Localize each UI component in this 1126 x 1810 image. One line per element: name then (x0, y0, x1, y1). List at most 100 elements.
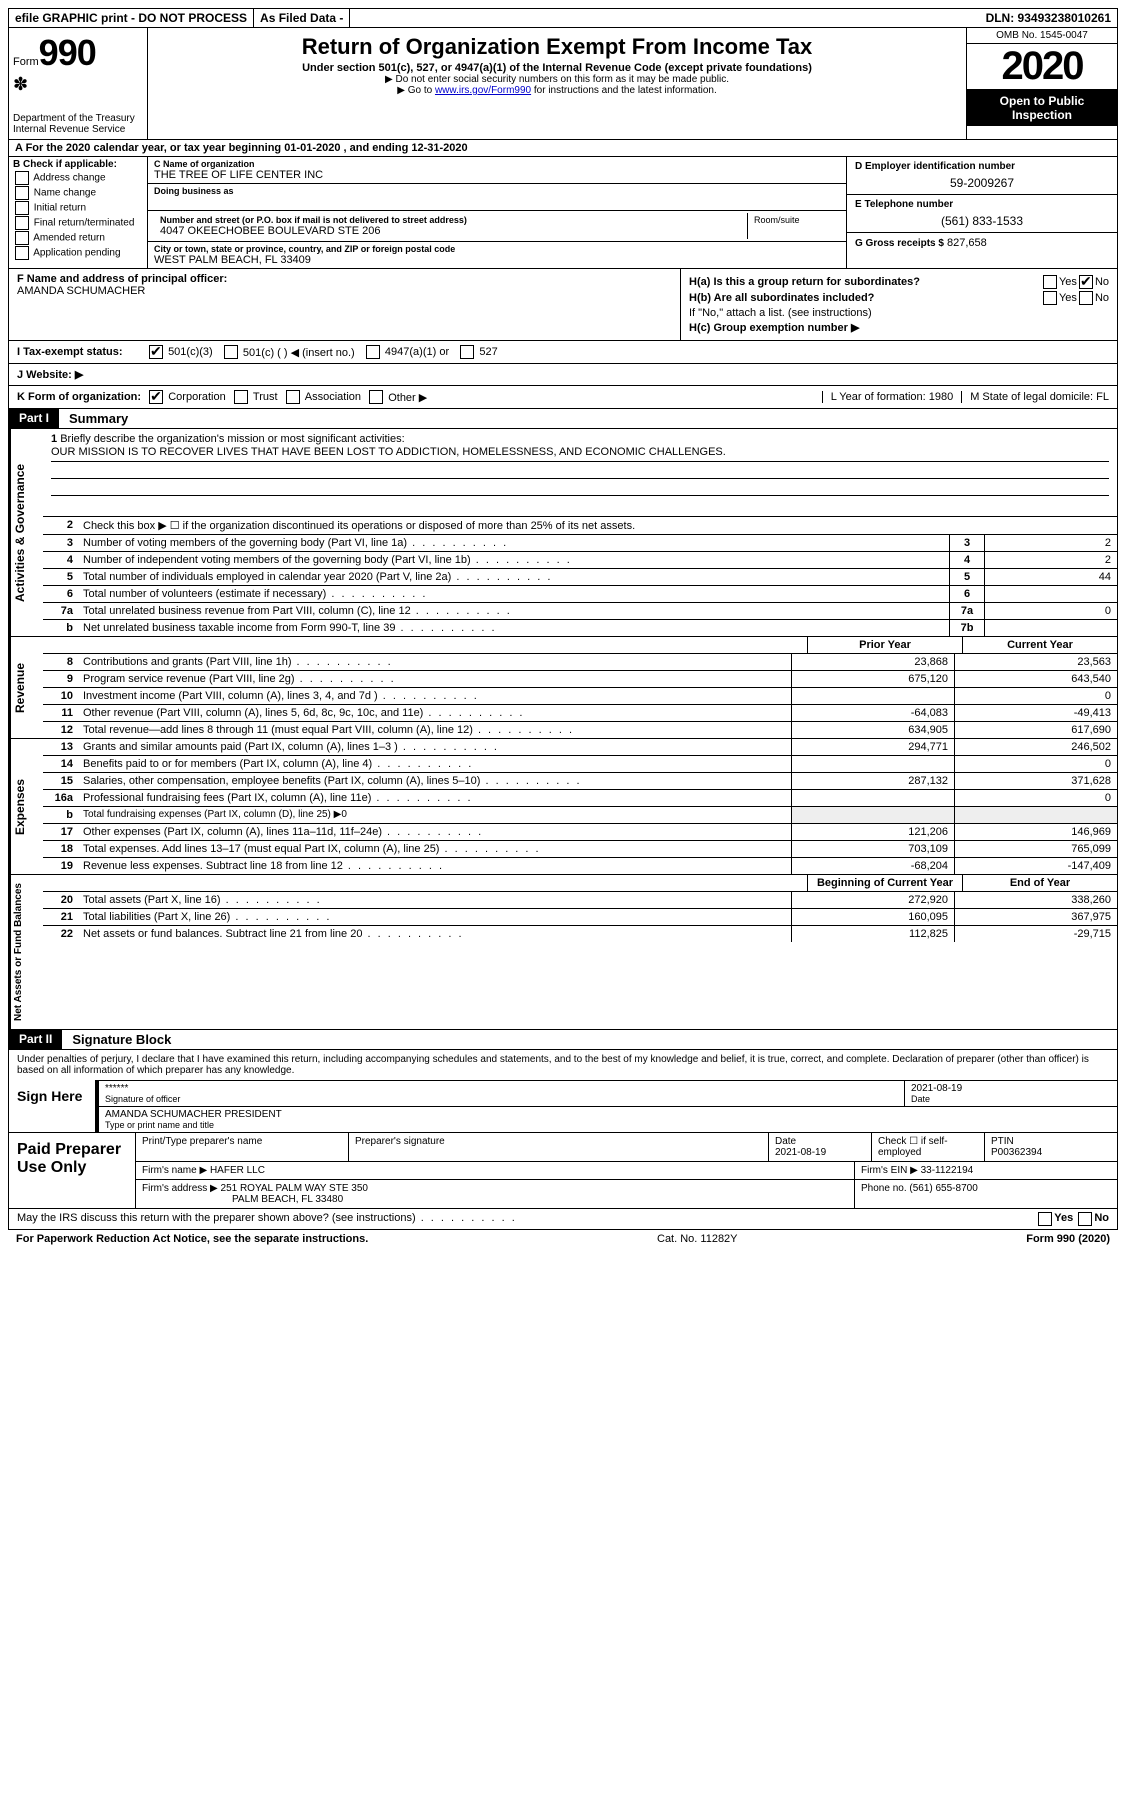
tax-year: 2020 (967, 44, 1117, 89)
netasset-line: 22Net assets or fund balances. Subtract … (43, 926, 1117, 942)
omb-number: OMB No. 1545-0047 (967, 28, 1117, 44)
check-name-change[interactable]: Name change (13, 186, 143, 200)
officer-name: AMANDA SCHUMACHER (17, 285, 672, 297)
part2-header: Part II Signature Block (8, 1030, 1118, 1050)
officer-label: F Name and address of principal officer: (17, 273, 672, 285)
section-expenses: Expenses 13Grants and similar amounts pa… (8, 739, 1118, 875)
form-number: 990 (39, 32, 96, 73)
footer-discuss: May the IRS discuss this return with the… (8, 1209, 1118, 1230)
form-subtitle: Under section 501(c), 527, or 4947(a)(1)… (152, 62, 962, 74)
expense-line: 14Benefits paid to or for members (Part … (43, 756, 1117, 773)
row-i: I Tax-exempt status: 501(c)(3) 501(c) ( … (8, 341, 1118, 364)
vtab-expenses: Expenses (9, 739, 43, 874)
irs-link[interactable]: www.irs.gov/Form990 (435, 85, 531, 96)
dln: DLN: 93493238010261 (980, 9, 1117, 27)
check-address-change[interactable]: Address change (13, 171, 143, 185)
col-f: F Name and address of principal officer:… (9, 269, 681, 340)
self-employed-check: Check ☐ if self-employed (872, 1133, 985, 1161)
hb-yes-check[interactable] (1043, 291, 1057, 305)
expense-line: bTotal fundraising expenses (Part IX, co… (43, 807, 1117, 824)
perjury-declaration: Under penalties of perjury, I declare th… (9, 1050, 1117, 1080)
sig-date: 2021-08-19 (911, 1083, 1111, 1094)
expense-line: 19Revenue less expenses. Subtract line 1… (43, 858, 1117, 874)
ptin-value: P00362394 (991, 1147, 1042, 1158)
hb-no-check[interactable] (1079, 291, 1093, 305)
check-4947[interactable] (366, 345, 380, 359)
ein-label: D Employer identification number (855, 161, 1109, 172)
ptin-label: PTIN (991, 1136, 1014, 1147)
check-501c[interactable] (224, 345, 238, 359)
street-label: Number and street (or P.O. box if mail i… (160, 215, 741, 225)
discuss-no[interactable] (1078, 1212, 1092, 1226)
col-de: D Employer identification number 59-2009… (846, 157, 1117, 268)
part2-title: Signature Block (62, 1030, 181, 1049)
firm-name: Firm's name ▶ HAFER LLC (136, 1162, 855, 1179)
check-application-pending[interactable]: Application pending (13, 246, 143, 260)
sig-placeholder: ****** (105, 1083, 898, 1094)
cat-no: Cat. No. 11282Y (368, 1233, 1026, 1245)
check-527[interactable] (460, 345, 474, 359)
form-ref: Form 990 (2020) (1026, 1233, 1110, 1245)
netasset-line: 20Total assets (Part X, line 16)272,9203… (43, 892, 1117, 909)
ha-label: H(a) Is this a group return for subordin… (689, 276, 920, 288)
col-h: H(a) Is this a group return for subordin… (681, 269, 1117, 340)
col-b: B Check if applicable: Address change Na… (9, 157, 148, 268)
form-title: Return of Organization Exempt From Incom… (152, 34, 962, 60)
check-trust[interactable] (234, 390, 248, 404)
city-value: WEST PALM BEACH, FL 33409 (154, 254, 840, 266)
check-other[interactable] (369, 390, 383, 404)
check-amended-return[interactable]: Amended return (13, 231, 143, 245)
head-prior-year: Prior Year (807, 637, 962, 653)
room-suite-label: Room/suite (748, 213, 840, 239)
vtab-revenue: Revenue (9, 637, 43, 738)
summary-line: bNet unrelated business taxable income f… (43, 620, 1117, 636)
check-assoc[interactable] (286, 390, 300, 404)
head-beginning: Beginning of Current Year (807, 875, 962, 891)
expense-line: 15Salaries, other compensation, employee… (43, 773, 1117, 790)
top-bar: efile GRAPHIC print - DO NOT PROCESS As … (8, 8, 1118, 28)
mission-text: OUR MISSION IS TO RECOVER LIVES THAT HAV… (51, 445, 1109, 462)
form-org-label: K Form of organization: (17, 391, 141, 403)
paperwork-notice: For Paperwork Reduction Act Notice, see … (16, 1233, 368, 1245)
check-501c3[interactable] (149, 345, 163, 359)
form-label: Form (13, 56, 39, 68)
discuss-question: May the IRS discuss this return with the… (17, 1212, 1036, 1226)
head-end: End of Year (962, 875, 1117, 891)
summary-line: 6Total number of volunteers (estimate if… (43, 586, 1117, 603)
form-header: Form990 ✽ Department of the Treasury Int… (8, 28, 1118, 140)
efile-notice: efile GRAPHIC print - DO NOT PROCESS (9, 9, 254, 27)
row-j: J Website: ▶ (8, 364, 1118, 386)
gross-label: G Gross receipts $ (855, 238, 944, 249)
col-c: C Name of organization THE TREE OF LIFE … (148, 157, 846, 268)
ha-no-check[interactable] (1079, 275, 1093, 289)
org-name-label: C Name of organization (154, 159, 840, 169)
part1-title: Summary (59, 409, 138, 428)
mission-block: 1 Briefly describe the organization's mi… (43, 429, 1117, 517)
signature-block: Under penalties of perjury, I declare th… (8, 1050, 1118, 1133)
firm-phone: Phone no. (561) 655-8700 (855, 1180, 1117, 1208)
sig-officer-label: Signature of officer (105, 1094, 898, 1104)
gross-value: 827,658 (947, 237, 987, 249)
ha-yes-check[interactable] (1043, 275, 1057, 289)
summary-line: 7aTotal unrelated business revenue from … (43, 603, 1117, 620)
check-initial-return[interactable]: Initial return (13, 201, 143, 215)
type-name-label: Type or print name and title (105, 1120, 1111, 1130)
firm-ein: Firm's EIN ▶ 33-1122194 (855, 1162, 1117, 1179)
section-net-assets: Net Assets or Fund Balances Beginning of… (8, 875, 1118, 1030)
expense-line: 13Grants and similar amounts paid (Part … (43, 739, 1117, 756)
phone-label: E Telephone number (855, 199, 1109, 210)
row-k: K Form of organization: Corporation Trus… (8, 386, 1118, 409)
paid-preparer-label: Paid Preparer Use Only (9, 1133, 135, 1208)
form-note-1: ▶ Do not enter social security numbers o… (152, 74, 962, 85)
check-corp[interactable] (149, 390, 163, 404)
discuss-yes[interactable] (1038, 1212, 1052, 1226)
check-final-return[interactable]: Final return/terminated (13, 216, 143, 230)
irs-label: Internal Revenue Service (13, 124, 143, 135)
head-current-year: Current Year (962, 637, 1117, 653)
hb-note: If "No," attach a list. (see instruction… (689, 307, 1109, 319)
section-fh: F Name and address of principal officer:… (8, 269, 1118, 341)
phone-value: (561) 833-1533 (855, 214, 1109, 228)
org-name: THE TREE OF LIFE CENTER INC (154, 169, 840, 181)
form-note-2: ▶ Go to www.irs.gov/Form990 for instruct… (152, 85, 962, 96)
header-center: Return of Organization Exempt From Incom… (148, 28, 966, 139)
